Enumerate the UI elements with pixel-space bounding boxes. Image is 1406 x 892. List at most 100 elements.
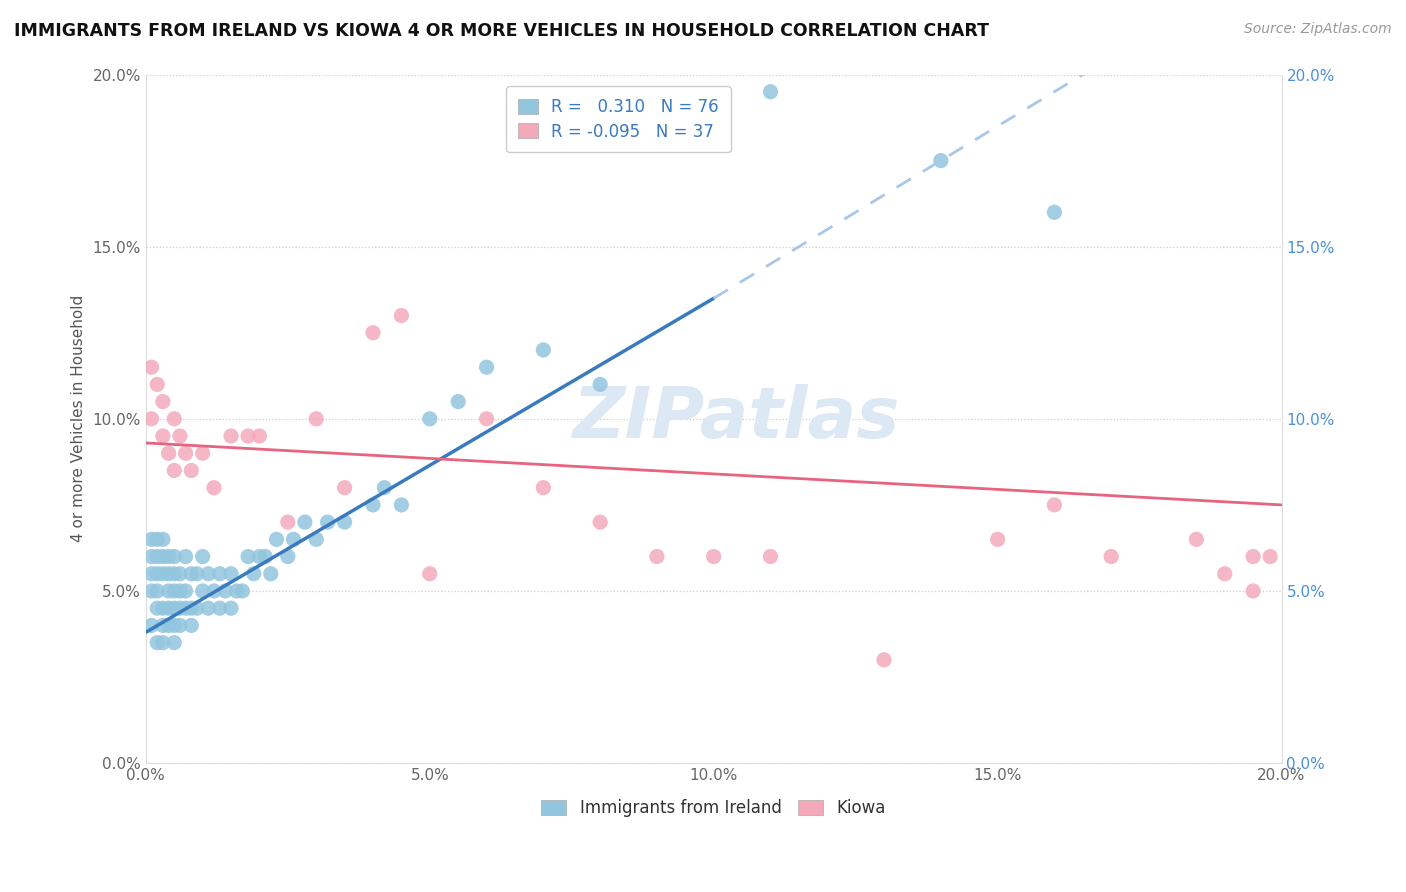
Point	[249, 429, 271, 443]
Point	[202, 481, 225, 495]
Point	[174, 446, 197, 460]
Point	[214, 584, 236, 599]
Point	[191, 446, 214, 460]
Point	[475, 412, 498, 426]
Point	[197, 601, 219, 615]
Point	[141, 412, 163, 426]
Point	[152, 566, 174, 581]
Point	[589, 377, 612, 392]
Point	[645, 549, 668, 564]
Point	[152, 618, 174, 632]
Point	[1241, 584, 1264, 599]
Point	[419, 566, 441, 581]
Point	[929, 153, 952, 168]
Point	[1258, 549, 1281, 564]
Point	[208, 566, 231, 581]
Point	[157, 601, 180, 615]
Point	[163, 566, 186, 581]
Point	[219, 429, 242, 443]
Point	[157, 566, 180, 581]
Point	[163, 601, 186, 615]
Point	[873, 653, 896, 667]
Point	[146, 635, 169, 649]
Point	[242, 566, 264, 581]
Point	[225, 584, 247, 599]
Point	[759, 85, 782, 99]
Point	[361, 326, 384, 340]
Point	[174, 549, 197, 564]
Point	[703, 549, 725, 564]
Point	[236, 429, 259, 443]
Point	[141, 549, 163, 564]
Point	[191, 584, 214, 599]
Point	[157, 584, 180, 599]
Point	[141, 533, 163, 547]
Point	[703, 119, 725, 133]
Text: Source: ZipAtlas.com: Source: ZipAtlas.com	[1244, 22, 1392, 37]
Point	[169, 618, 191, 632]
Point	[373, 481, 395, 495]
Point	[333, 481, 356, 495]
Point	[202, 584, 225, 599]
Point	[305, 533, 328, 547]
Point	[531, 343, 554, 357]
Point	[180, 463, 202, 477]
Point	[163, 549, 186, 564]
Point	[174, 584, 197, 599]
Point	[987, 533, 1010, 547]
Point	[389, 498, 412, 512]
Point	[169, 584, 191, 599]
Point	[141, 618, 163, 632]
Point	[152, 533, 174, 547]
Point	[180, 601, 202, 615]
Point	[589, 515, 612, 529]
Point	[146, 566, 169, 581]
Point	[169, 429, 191, 443]
Point	[1241, 549, 1264, 564]
Point	[260, 566, 283, 581]
Point	[219, 601, 242, 615]
Point	[146, 533, 169, 547]
Point	[146, 377, 169, 392]
Point	[277, 515, 299, 529]
Point	[163, 618, 186, 632]
Point	[146, 549, 169, 564]
Point	[1185, 533, 1208, 547]
Point	[152, 394, 174, 409]
Point	[180, 618, 202, 632]
Point	[219, 566, 242, 581]
Point	[531, 481, 554, 495]
Point	[1043, 498, 1066, 512]
Point	[169, 566, 191, 581]
Point	[294, 515, 316, 529]
Point	[1043, 205, 1066, 219]
Point	[249, 549, 271, 564]
Point	[163, 635, 186, 649]
Point	[254, 549, 277, 564]
Point	[186, 566, 208, 581]
Point	[277, 549, 299, 564]
Point	[141, 566, 163, 581]
Point	[146, 601, 169, 615]
Legend: Immigrants from Ireland, Kiowa: Immigrants from Ireland, Kiowa	[534, 792, 893, 823]
Point	[163, 412, 186, 426]
Point	[152, 601, 174, 615]
Point	[1213, 566, 1236, 581]
Point	[146, 584, 169, 599]
Point	[197, 566, 219, 581]
Point	[305, 412, 328, 426]
Point	[191, 549, 214, 564]
Point	[316, 515, 339, 529]
Point	[141, 360, 163, 375]
Y-axis label: 4 or more Vehicles in Household: 4 or more Vehicles in Household	[72, 295, 86, 542]
Point	[141, 584, 163, 599]
Point	[152, 635, 174, 649]
Point	[1099, 549, 1122, 564]
Point	[419, 412, 441, 426]
Point	[169, 601, 191, 615]
Point	[447, 394, 470, 409]
Point	[186, 601, 208, 615]
Point	[208, 601, 231, 615]
Point	[157, 618, 180, 632]
Point	[163, 463, 186, 477]
